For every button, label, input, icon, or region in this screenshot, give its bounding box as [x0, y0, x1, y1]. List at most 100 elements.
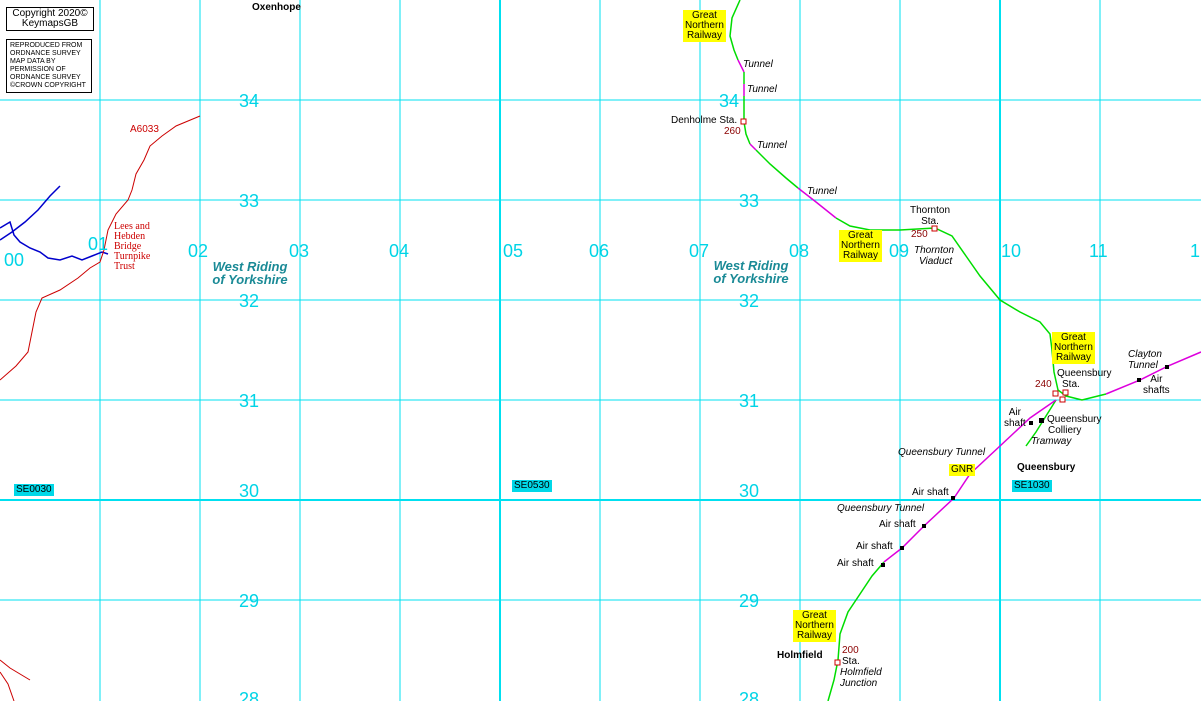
county-label: West Riding of Yorkshire	[200, 260, 300, 286]
station-label-holmfield: Sta.	[842, 656, 860, 667]
station-marker	[740, 118, 747, 125]
viaduct-label: Thornton Viaduct	[914, 245, 955, 267]
easting-label: 02	[188, 241, 209, 261]
railway-label: Great Northern Railway	[1052, 332, 1095, 364]
northing-label: 33	[739, 191, 760, 211]
northing-label: 30	[239, 481, 260, 501]
station-label-denholme: Denholme Sta.	[671, 115, 738, 126]
spot-height: 240	[1035, 379, 1052, 390]
queensbury-tunnel-label: Queensbury Tunnel	[837, 503, 925, 514]
trust-line: Turnpike	[114, 251, 151, 262]
county-line: of Yorkshire	[212, 272, 288, 287]
holmfield-junction-label: Holmfield Junction	[840, 667, 882, 689]
label-line: Thornton	[914, 245, 955, 256]
colliery-label: Queensbury Colliery	[1047, 414, 1102, 436]
air-shaft-marker	[1029, 421, 1033, 425]
label-line: Tunnel	[1128, 359, 1158, 371]
railway-line	[755, 149, 799, 189]
railway-label: Great Northern Railway	[793, 610, 836, 642]
license-line: PERMISSION OF	[10, 66, 66, 73]
railway-line	[827, 561, 885, 701]
railway-line-text: Great	[801, 610, 827, 621]
air-shafts-label: Air shafts	[1143, 374, 1170, 396]
river	[0, 220, 109, 261]
label-line: Holmfield	[840, 667, 882, 678]
copyright-line: Copyright 2020©	[12, 8, 88, 19]
easting-label: 08	[789, 241, 810, 261]
county-line: West Riding	[212, 259, 288, 274]
air-shaft-label: Air shaft	[912, 487, 949, 498]
railway-label: Great Northern Railway	[683, 10, 726, 42]
tunnel-line	[797, 187, 837, 219]
northing-label: 30	[739, 481, 760, 501]
spot-height: 250	[911, 229, 928, 240]
grid-square-label: SE0030	[14, 484, 54, 496]
clayton-tunnel-label: Clayton Tunnel	[1128, 349, 1162, 371]
tunnel-line	[1105, 351, 1201, 395]
railway-line-text: Northern	[685, 20, 724, 31]
tunnel-line	[737, 59, 745, 73]
copyright-box: Copyright 2020© KeymapsGB	[6, 7, 94, 31]
grid-square-label: SE1030	[1012, 480, 1052, 492]
station-label-queensbury: Queensbury Sta.	[1057, 368, 1112, 390]
northing-label: 28	[739, 689, 760, 701]
air-shaft-marker	[1165, 365, 1169, 369]
label-line: Sta.	[1062, 378, 1080, 390]
air-shaft-marker	[881, 563, 885, 567]
northing-label: 31	[739, 391, 760, 411]
label-line: Viaduct	[919, 255, 953, 267]
air-shaft-marker	[900, 546, 904, 550]
railway-line	[743, 96, 751, 145]
railway-line	[729, 0, 741, 61]
trust-line: Lees and	[114, 221, 150, 232]
spot-height: 260	[724, 126, 741, 137]
label-line: Junction	[840, 677, 878, 689]
easting-label: 00	[4, 250, 25, 270]
label-line: Colliery	[1048, 424, 1082, 436]
station-label-thornton: Thornton Sta.	[910, 205, 951, 227]
northing-label: 28	[239, 689, 260, 701]
county-label: West Riding of Yorkshire	[701, 259, 801, 285]
turnpike-trust-label: Lees and Hebden Bridge Turnpike Trust	[114, 222, 150, 272]
trust-line: Trust	[114, 261, 135, 272]
county-line: of Yorkshire	[713, 271, 789, 286]
northing-label: 34	[239, 91, 260, 111]
label-line: shaft	[1004, 417, 1026, 429]
road-label-a6033: A6033	[130, 124, 159, 135]
air-shaft-label: Air shaft	[837, 558, 874, 569]
label-line: Air	[1150, 374, 1163, 385]
railway-line-text: Great	[691, 10, 717, 21]
label-line: Queensbury	[1057, 368, 1112, 379]
air-shaft-label: Air shaft	[1004, 407, 1026, 429]
station-marker	[834, 659, 841, 666]
station-marker	[1062, 389, 1069, 396]
northing-label: 29	[239, 591, 260, 611]
railway-line-text: Railway	[796, 630, 832, 641]
air-shaft-label: Air shaft	[879, 519, 916, 530]
label-line: Thornton	[910, 205, 951, 216]
label-line: Queensbury	[1047, 414, 1102, 425]
license-line: MAP DATA BY	[10, 58, 56, 65]
air-shaft-marker	[922, 524, 926, 528]
easting-label: 04	[389, 241, 410, 261]
gnr-label: GNR	[949, 464, 976, 476]
a6033-road	[0, 115, 201, 381]
tunnel-label: Tunnel	[743, 59, 773, 70]
railway-line-text: Railway	[842, 250, 878, 261]
tunnel-line	[749, 143, 757, 151]
river	[0, 185, 61, 241]
license-line: ORDNANCE SURVEY	[10, 74, 81, 81]
trust-line: Hebden	[114, 231, 146, 242]
easting-label: 10	[1001, 241, 1022, 261]
railway-line-text: Northern	[841, 240, 880, 251]
railway-line-text: Railway	[1055, 352, 1091, 363]
trust-line: Bridge	[114, 241, 142, 252]
tunnel-label: Tunnel	[747, 84, 777, 95]
tramway-label: Tramway	[1031, 436, 1072, 447]
air-shaft-label: Air shaft	[856, 541, 893, 552]
queensbury-tunnel-label: Queensbury Tunnel	[898, 447, 986, 458]
railway-line-text: Railway	[686, 30, 722, 41]
place-holmfield: Holmfield	[777, 650, 823, 661]
